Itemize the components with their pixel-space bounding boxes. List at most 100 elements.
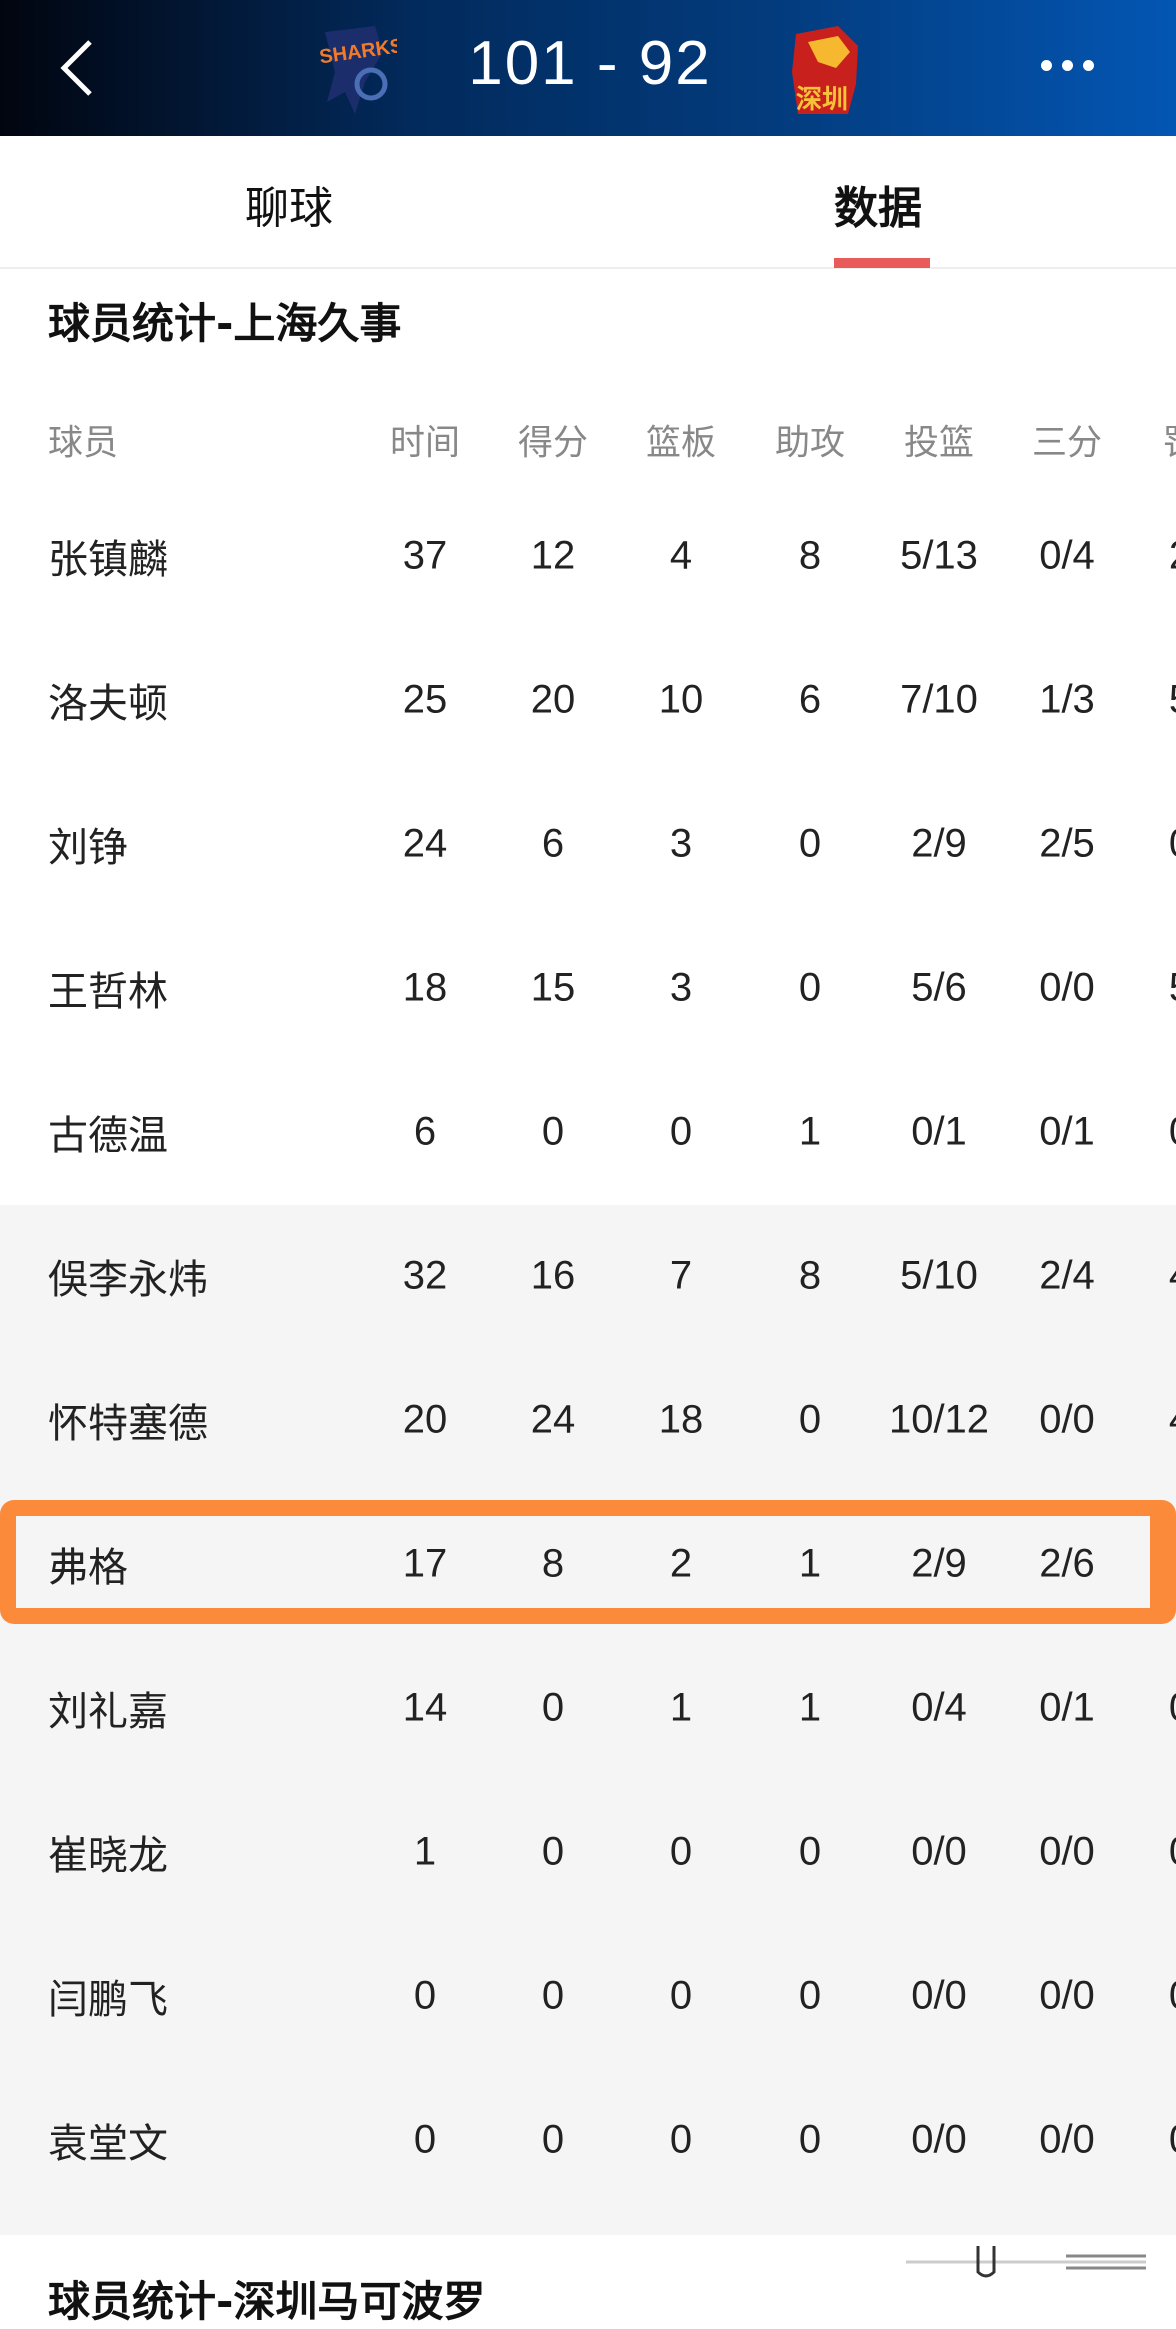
scroll-handle-icon[interactable] [906, 2246, 1146, 2278]
stat-cell: 0/0 [911, 2117, 967, 2162]
stat-cell: 24 [402, 821, 448, 866]
tab-data[interactable]: 数据 [834, 183, 922, 234]
section-title-away: 球员统计-深圳马可波罗 [48, 2277, 486, 2326]
bench-background [0, 1205, 1176, 2235]
stat-cell: 0 [1169, 1110, 1176, 1155]
table-row: 张镇麟 37 12 4 8 5/13 0/4 2 [0, 484, 1176, 628]
stat-cell: 0/0 [1039, 1973, 1095, 2018]
stat-cell: 0 [798, 821, 822, 866]
stat-cell: 5 [1169, 966, 1176, 1011]
stat-cell: 0/0 [911, 1829, 967, 1874]
stat-cell: 0 [798, 1829, 822, 1874]
game-header: SHARKS 101 - 92 深圳 [0, 0, 1176, 136]
stat-cell: 0 [1169, 1686, 1176, 1731]
stat-cell: 3 [669, 965, 693, 1010]
stat-cell: 37 [402, 533, 448, 578]
stat-cell: 2/9 [911, 821, 967, 866]
table-row: 王哲林 18 15 3 0 5/6 0/0 5 [0, 916, 1176, 1060]
stat-cell: 4 [1169, 1254, 1176, 1299]
stat-cell: 6 [798, 677, 822, 722]
home-score: 101 [468, 29, 578, 98]
stat-cell: 篮板 [645, 423, 717, 463]
stat-cell: 1 [413, 1829, 437, 1874]
stat-cell: 2 [669, 1541, 693, 1586]
section-title-home: 球员统计-上海久事 [48, 299, 402, 348]
stat-cell: 0 [413, 1973, 437, 2018]
active-tab-indicator [834, 258, 930, 268]
table-header: 球员 时间 得分 篮板 助攻 投篮 三分 罚 [0, 368, 1176, 512]
stat-cell: 0 [541, 1109, 565, 1154]
stat-cell: 6 [541, 821, 565, 866]
stat-cell: 0 [541, 2117, 565, 2162]
stat-cell: 0 [669, 2117, 693, 2162]
svg-text:深圳: 深圳 [796, 85, 848, 115]
tab-chat[interactable]: 聊球 [245, 183, 333, 234]
stat-cell: 18 [402, 965, 448, 1010]
stat-cell: 0 [541, 1973, 565, 2018]
stat-cell: 0/4 [911, 1685, 967, 1730]
stat-cell: 12 [530, 533, 576, 578]
stat-cell: 三分 [1031, 423, 1103, 463]
stat-cell: 0 [669, 1109, 693, 1154]
stat-cell: 18 [658, 1397, 704, 1442]
stat-cell: 0 [798, 2117, 822, 2162]
stat-cell: 3 [669, 821, 693, 866]
player-name: 弗格 [48, 1545, 128, 1591]
table-row: 闫鹏飞 0 0 0 0 0/0 0/0 0 [0, 1924, 1176, 2068]
stat-cell: 25 [402, 677, 448, 722]
stat-cell: 2 [1169, 534, 1176, 579]
stat-cell: 0 [669, 1829, 693, 1874]
stat-cell: 1 [798, 1541, 822, 1586]
table-row: 弗格 17 8 2 1 2/9 2/6 [0, 1492, 1176, 1636]
stat-cell: 4 [669, 533, 693, 578]
player-name: 古德温 [48, 1113, 168, 1159]
stat-cell: 0/1 [1039, 1109, 1095, 1154]
away-team-logo: 深圳 [792, 26, 858, 115]
stat-cell: 0 [1169, 822, 1176, 867]
stat-cell: 8 [798, 533, 822, 578]
stat-cell: 14 [402, 1685, 448, 1730]
table-row: 袁堂文 0 0 0 0 0/0 0/0 0 [0, 2068, 1176, 2212]
stat-cell: 0 [1169, 1830, 1176, 1875]
back-icon[interactable] [58, 38, 98, 98]
stat-cell: 24 [530, 1397, 576, 1442]
stat-cell: 0/0 [1039, 1829, 1095, 1874]
stat-cell: 7 [669, 1253, 693, 1298]
table-row: 怀特塞德 20 24 18 0 10/12 0/0 4 [0, 1348, 1176, 1492]
stat-cell: 2/5 [1039, 821, 1095, 866]
stat-cell: 6 [413, 1109, 437, 1154]
stat-cell: 1/3 [1039, 677, 1095, 722]
stat-cell: 1 [669, 1685, 693, 1730]
stat-cell: 助攻 [774, 423, 846, 463]
stat-cell: 2/9 [911, 1541, 967, 1586]
more-icon[interactable] [1041, 60, 1094, 71]
table-row: 刘礼嘉 14 0 1 1 0/4 0/1 0 [0, 1636, 1176, 1780]
stat-cell: 0/0 [1039, 2117, 1095, 2162]
stat-cell: 0 [1169, 2118, 1176, 2163]
stat-cell: 5 [1169, 678, 1176, 723]
score: 101 - 92 [440, 28, 740, 99]
stat-cell: 0 [669, 1973, 693, 2018]
player-name: 王哲林 [48, 969, 168, 1015]
player-name: 俁李永炜 [48, 1257, 208, 1303]
stat-cell: 20 [530, 677, 576, 722]
stat-cell: 8 [798, 1253, 822, 1298]
player-name: 球员 [48, 423, 119, 464]
table-row: 洛夫顿 25 20 10 6 7/10 1/3 5 [0, 628, 1176, 772]
player-name: 刘礼嘉 [48, 1689, 168, 1735]
highlight-box [0, 1500, 1176, 1624]
stat-cell: 0 [413, 2117, 437, 2162]
stat-cell: 7/10 [900, 677, 978, 722]
stat-cell: 0 [798, 1973, 822, 2018]
stat-cell: 8 [541, 1541, 565, 1586]
stat-cell: 0 [1169, 1974, 1176, 2019]
stat-cell: 1 [798, 1109, 822, 1154]
stat-cell: 0/4 [1039, 533, 1095, 578]
player-name: 刘铮 [48, 825, 128, 871]
player-name: 袁堂文 [48, 2121, 168, 2167]
stat-cell: 15 [530, 965, 576, 1010]
player-name: 张镇麟 [48, 537, 168, 583]
stat-cell: 2/4 [1039, 1253, 1095, 1298]
score-separator: - [596, 29, 620, 98]
stat-cell: 0/0 [1039, 965, 1095, 1010]
